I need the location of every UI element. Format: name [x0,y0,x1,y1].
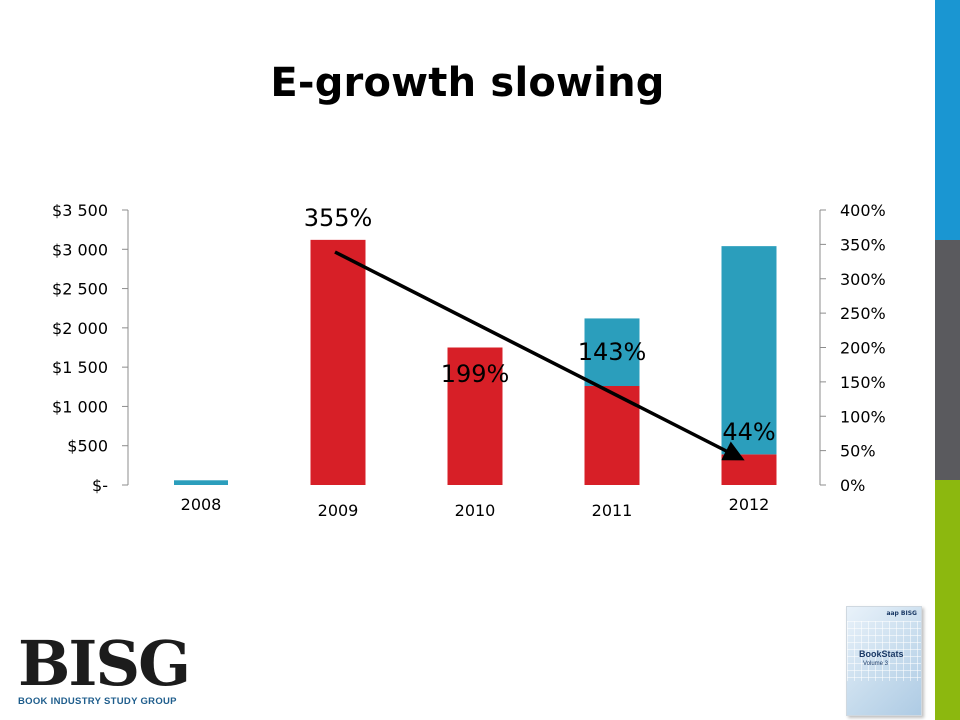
cover-publisher: aap BISG [886,610,917,617]
left-axis-tick-label: $- [92,476,108,495]
category-label-2012: 2012 [729,495,770,514]
bisg-logo: BISG BOOK INDUSTRY STUDY GROUP [18,627,191,708]
bookstats-cover-image: aap BISG BookStats Volume 3 [846,606,922,716]
bar-2009-red [310,239,366,485]
right-axis-tick-label: 150% [840,373,886,392]
cover-pattern [847,621,921,681]
right-axis-tick-label: 300% [840,270,886,289]
left-axis-tick-label: $500 [67,437,108,456]
left-axis-tick-label: $2 500 [52,280,108,299]
bar-2011-blue [584,318,640,386]
growth-label-2012: 44% [722,418,775,446]
growth-label-2011: 143% [578,338,647,366]
left-axis-tick-label: $1 500 [52,358,108,377]
right-axis-tick-label: 0% [840,476,865,495]
right-axis-tick-label: 50% [840,442,876,461]
right-axis-tick-label: 200% [840,339,886,358]
right-axis-tick-label: 350% [840,235,886,254]
growth-label-2009: 355% [304,204,373,232]
right-axis-tick-label: 400% [840,201,886,220]
left-axis-tick-label: $1 000 [52,397,108,416]
left-axis-tick-label: $3 000 [52,240,108,259]
cover-title: BookStats [859,649,904,659]
bar-2012-red [721,454,777,485]
category-label-2011: 2011 [592,501,633,520]
left-axis-tick-label: $2 000 [52,319,108,338]
category-label-2008: 2008 [181,495,222,514]
right-axis-tick-label: 250% [840,304,886,323]
bar-2012-blue [721,246,777,455]
left-axis-tick-label: $3 500 [52,201,108,220]
bar-2008 [174,480,228,485]
growth-label-2010: 199% [441,360,510,388]
slide-title: E-growth slowing [270,60,665,106]
accent-stripe-bottom [935,480,960,720]
revenue-growth-chart: $3 500 $3 000 $2 500 $2 000 $1 500 $1 000 $500… [52,201,886,520]
accent-stripe-middle [935,240,960,480]
trend-arrow [334,250,745,461]
bar-2010-red [447,347,503,485]
cover-volume: Volume 3 [863,661,889,667]
right-axis-tick-label: 100% [840,407,886,426]
category-label-2010: 2010 [455,501,496,520]
logo-wordmark: BISG [18,627,191,700]
accent-stripe-top [935,0,960,240]
category-label-2009: 2009 [318,501,359,520]
logo-tagline: BOOK INDUSTRY STUDY GROUP [18,696,177,707]
